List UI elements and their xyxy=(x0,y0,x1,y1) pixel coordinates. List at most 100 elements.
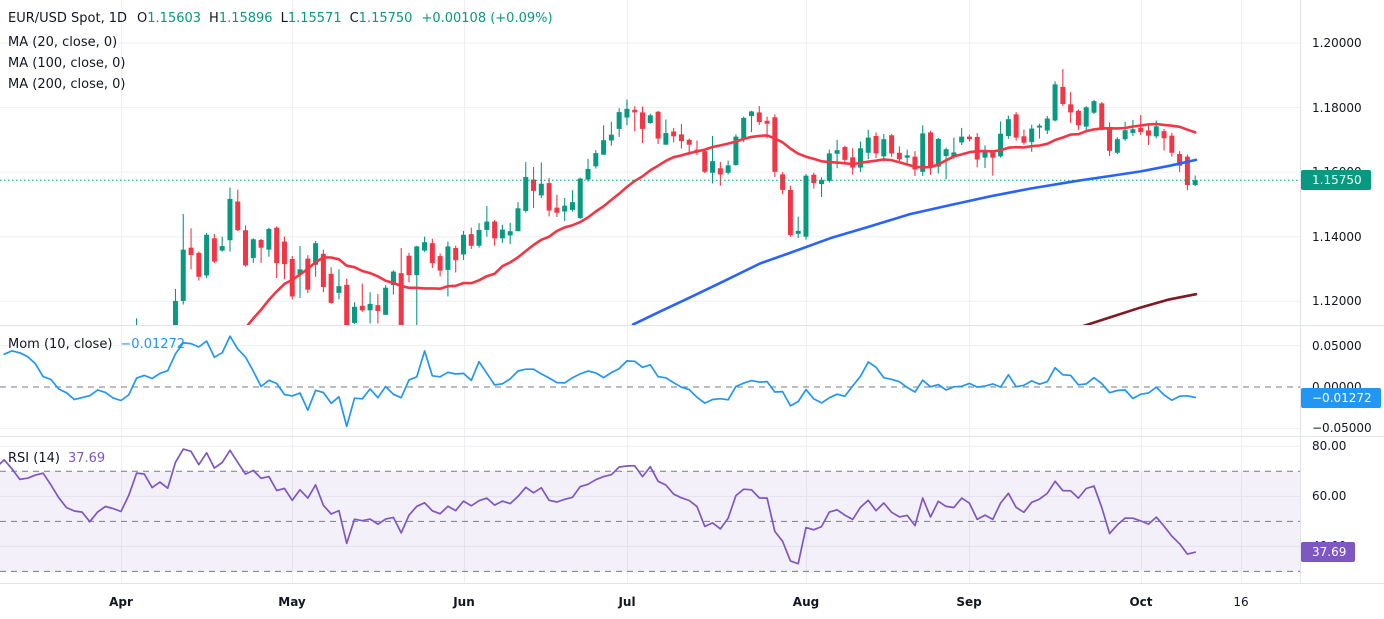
candle[interactable] xyxy=(289,256,295,300)
candle[interactable] xyxy=(842,145,848,163)
candle[interactable] xyxy=(569,190,575,212)
candle[interactable] xyxy=(1013,112,1019,141)
price-tick-1.20000[interactable]: 1.20000 xyxy=(1312,36,1362,50)
candle[interactable] xyxy=(344,278,350,383)
candle[interactable] xyxy=(990,150,996,176)
candle[interactable] xyxy=(398,248,404,331)
candle[interactable] xyxy=(772,114,778,177)
ma200-legend[interactable]: MA (200, close, 0) xyxy=(8,77,126,92)
candle[interactable] xyxy=(453,245,459,273)
candle[interactable] xyxy=(429,238,435,269)
candle[interactable] xyxy=(678,124,684,149)
candle[interactable] xyxy=(601,125,607,155)
candle[interactable] xyxy=(305,255,311,294)
candle[interactable] xyxy=(671,127,677,143)
candle[interactable] xyxy=(1169,132,1175,157)
candle[interactable] xyxy=(235,189,241,231)
candle[interactable] xyxy=(313,240,319,277)
candle[interactable] xyxy=(632,106,638,132)
symbol-legend-row[interactable]: EUR/USD Spot, 1D O1.15603 H1.15896 L1.15571 C… xyxy=(8,9,553,29)
candle[interactable] xyxy=(1099,102,1105,131)
candle[interactable] xyxy=(375,294,381,324)
candle[interactable] xyxy=(476,223,482,248)
candle[interactable] xyxy=(492,219,498,246)
candle[interactable] xyxy=(935,137,941,174)
candle[interactable] xyxy=(352,302,358,324)
mom-tick-0.05000[interactable]: 0.05000 xyxy=(1312,338,1362,353)
candle[interactable] xyxy=(1005,115,1011,139)
candle[interactable] xyxy=(227,187,233,252)
time-label-May[interactable]: May xyxy=(278,595,306,609)
candle[interactable] xyxy=(546,177,552,217)
candle[interactable] xyxy=(819,177,825,197)
candle[interactable] xyxy=(803,174,809,240)
candle[interactable] xyxy=(445,241,451,297)
candle[interactable] xyxy=(733,134,739,166)
candle[interactable] xyxy=(647,113,653,124)
ma20-legend[interactable]: MA (20, close, 0) xyxy=(8,35,118,50)
candle[interactable] xyxy=(17,397,22,418)
time-label-16[interactable]: 16 xyxy=(1233,595,1249,609)
candle[interactable] xyxy=(266,227,272,257)
price-tick-1.18000[interactable]: 1.18000 xyxy=(1312,100,1362,115)
candle[interactable] xyxy=(180,214,186,305)
candle[interactable] xyxy=(320,249,326,293)
candle[interactable] xyxy=(1161,128,1167,151)
candle[interactable] xyxy=(1060,69,1066,106)
time-label-Apr[interactable]: Apr xyxy=(109,595,133,609)
candle[interactable] xyxy=(1044,115,1050,135)
candle[interactable] xyxy=(1036,123,1042,139)
candle[interactable] xyxy=(383,285,389,315)
candle[interactable] xyxy=(865,129,871,160)
rsi-legend[interactable]: RSI (14) 37.69 xyxy=(8,451,105,466)
price-tick-1.14000[interactable]: 1.14000 xyxy=(1312,229,1362,244)
candle[interactable] xyxy=(468,227,474,249)
candle[interactable] xyxy=(111,415,116,435)
mom-tick-−0.05000[interactable]: −0.05000 xyxy=(1312,421,1372,436)
candle[interactable] xyxy=(795,216,801,239)
candle[interactable] xyxy=(297,246,303,299)
candle[interactable] xyxy=(211,234,217,264)
candle[interactable] xyxy=(562,197,568,221)
candle[interactable] xyxy=(616,108,622,137)
candle[interactable] xyxy=(1114,137,1120,155)
candle[interactable] xyxy=(172,289,178,394)
candle[interactable] xyxy=(507,222,513,245)
candle[interactable] xyxy=(72,420,77,435)
candle[interactable] xyxy=(250,238,256,263)
candle[interactable] xyxy=(56,392,61,417)
candle[interactable] xyxy=(748,110,754,133)
candle[interactable] xyxy=(1068,92,1074,124)
time-label-Oct[interactable]: Oct xyxy=(1129,595,1153,609)
candle[interactable] xyxy=(87,428,92,451)
candle[interactable] xyxy=(912,151,918,177)
candle[interactable] xyxy=(196,251,202,281)
candle[interactable] xyxy=(889,134,895,157)
candle[interactable] xyxy=(717,161,723,186)
candle[interactable] xyxy=(1075,109,1081,130)
candle[interactable] xyxy=(577,177,583,219)
candle[interactable] xyxy=(219,236,225,252)
candle[interactable] xyxy=(359,283,365,312)
candle[interactable] xyxy=(811,172,817,189)
candle[interactable] xyxy=(1083,105,1089,131)
time-label-Sep[interactable]: Sep xyxy=(956,595,982,609)
candle[interactable] xyxy=(585,158,591,182)
candle[interactable] xyxy=(422,236,428,252)
time-label-Aug[interactable]: Aug xyxy=(792,595,820,609)
candle[interactable] xyxy=(857,141,863,172)
candle[interactable] xyxy=(515,202,521,232)
candle[interactable] xyxy=(756,105,762,126)
candle[interactable] xyxy=(2,387,7,423)
candle[interactable] xyxy=(608,121,614,146)
candle[interactable] xyxy=(1177,151,1183,172)
candle[interactable] xyxy=(126,411,131,437)
candle[interactable] xyxy=(1122,121,1128,141)
candle[interactable] xyxy=(593,150,599,169)
candle[interactable] xyxy=(336,269,342,300)
candle[interactable] xyxy=(243,225,249,267)
candle[interactable] xyxy=(1091,99,1097,115)
candle[interactable] xyxy=(826,149,832,183)
candles-layer[interactable] xyxy=(0,69,1198,572)
candle[interactable] xyxy=(523,162,529,213)
